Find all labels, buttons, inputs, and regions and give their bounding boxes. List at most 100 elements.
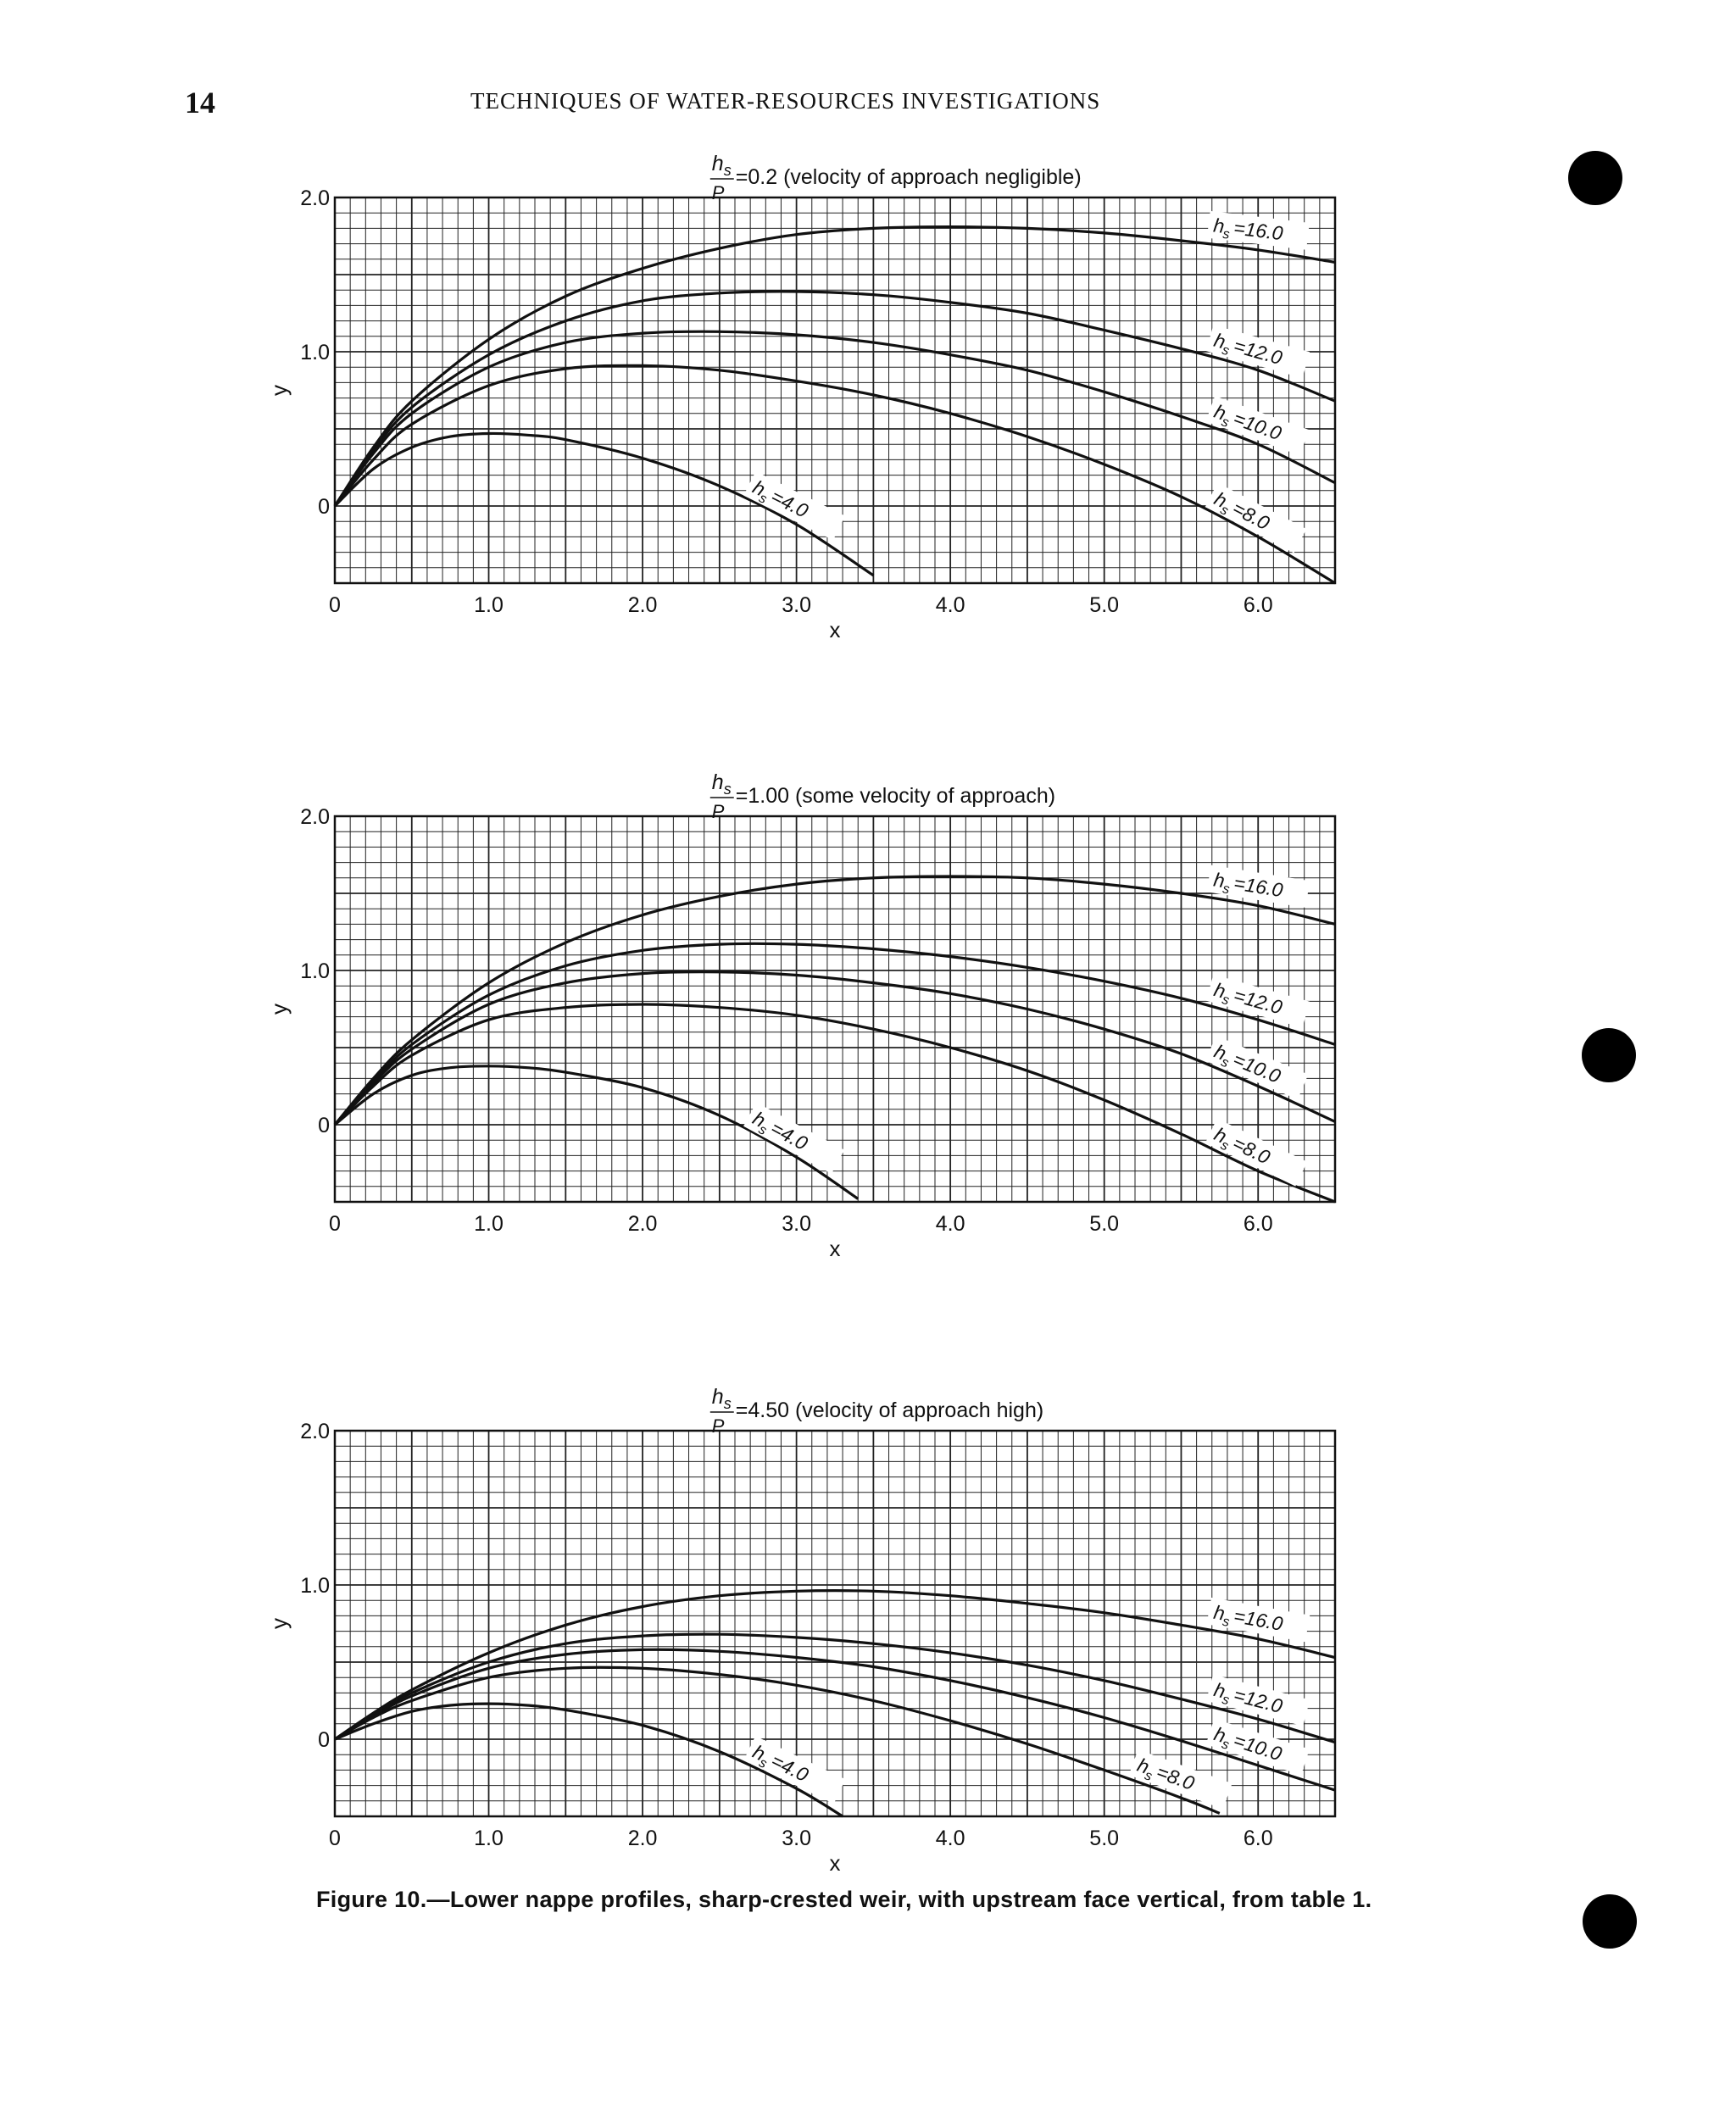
- series-label-bg: [1205, 974, 1310, 1028]
- grid: [334, 815, 1336, 1203]
- title-ratio-sub: s: [724, 781, 732, 798]
- series-line: [333, 330, 1336, 507]
- series-line: [334, 1702, 843, 1818]
- series-label-bg: [743, 1102, 845, 1174]
- plot-frame: [333, 815, 1337, 1204]
- y-tick-label: 0: [318, 495, 330, 519]
- x-axis-label: x: [830, 617, 841, 642]
- binder-hole: [1582, 1028, 1636, 1082]
- series-label-bg: [1206, 1597, 1310, 1643]
- x-tick-label: 1.0: [474, 593, 504, 617]
- y-axis-label: y: [266, 1618, 292, 1629]
- x-tick-label: 3.0: [782, 1212, 811, 1236]
- series-label: hs=8.0: [1205, 1118, 1308, 1187]
- series-label-bg: [1205, 396, 1310, 456]
- y-tick-label: 0: [318, 1114, 330, 1137]
- series-label-bg: [1205, 1674, 1310, 1727]
- x-tick-label: 1.0: [474, 1827, 504, 1850]
- x-tick-label: 0: [329, 1827, 341, 1850]
- y-tick-label: 1.0: [300, 341, 330, 364]
- title-ratio-sub: s: [724, 162, 732, 179]
- x-tick-label: 5.0: [1089, 593, 1119, 617]
- series-label-bg: [743, 470, 846, 541]
- y-axis-label: y: [266, 1004, 292, 1015]
- x-tick-label: 5.0: [1089, 1827, 1119, 1850]
- binder-hole: [1568, 151, 1622, 205]
- y-tick-label: 1.0: [300, 959, 330, 983]
- grid: [334, 1430, 1336, 1817]
- x-tick-label: 0: [329, 593, 341, 617]
- title-ratio-sub: s: [724, 1395, 732, 1412]
- series-line: [334, 1648, 1336, 1792]
- x-tick-label: 3.0: [782, 593, 811, 617]
- series-label: hs=8.0: [1128, 1749, 1232, 1810]
- series-line: [334, 1632, 1336, 1744]
- y-axis-label: y: [266, 385, 292, 396]
- title-ratio-h: h: [712, 152, 724, 175]
- x-tick-label: 6.0: [1244, 1212, 1273, 1236]
- x-tick-label: 2.0: [628, 1827, 658, 1850]
- series-line: [333, 431, 875, 577]
- figure-caption: Figure 10.—Lower nappe profiles, sharp-c…: [316, 1887, 1372, 1912]
- series-label-bg: [743, 1736, 846, 1804]
- chart-title: =1.00 (some velocity of approach): [736, 784, 1055, 808]
- series-label-sub: s: [1221, 1615, 1231, 1630]
- series-label-h: h: [1212, 1678, 1228, 1702]
- series-line: [333, 1003, 1336, 1204]
- series-label-sub: s: [1222, 227, 1231, 242]
- series-label: hs =16.0: [1206, 1597, 1310, 1643]
- nappe-chart-3: 0 1.0 2.0 3.0 4.0 5.0 6.0 0 1.0 2.0 x y h s P =4.50 (ve…: [254, 1373, 1373, 1899]
- y-tick-label: 1.0: [300, 1574, 330, 1598]
- title-ratio-h: h: [712, 770, 724, 794]
- x-tick-label: 2.0: [628, 593, 658, 617]
- series-label-bg: [1205, 1035, 1309, 1100]
- series-label: hs=8.0: [1205, 482, 1307, 553]
- x-tick-label: 6.0: [1244, 593, 1273, 617]
- series-label-bg: [1205, 1718, 1310, 1776]
- series-line: [333, 290, 1336, 507]
- series-label: hs =10.0: [1205, 396, 1310, 456]
- series-label-bg: [1205, 482, 1307, 553]
- title-ratio-den: P: [712, 801, 725, 822]
- series-line: [333, 875, 1336, 1126]
- series-label: hs =16.0: [1206, 865, 1310, 908]
- series-line: [334, 1589, 1336, 1741]
- series-label: hs =10.0: [1205, 1035, 1309, 1100]
- y-tick-label: 0: [318, 1728, 330, 1752]
- x-tick-label: 3.0: [782, 1827, 811, 1850]
- chart-title: =0.2 (velocity of approach negligible): [736, 165, 1082, 189]
- series-label-h: h: [1212, 869, 1227, 892]
- series-label-bg: [1205, 1118, 1308, 1187]
- x-tick-label: 5.0: [1089, 1212, 1119, 1236]
- series-line: [333, 1065, 860, 1200]
- y-tick-label: 2.0: [300, 1420, 330, 1443]
- y-tick-label: 2.0: [300, 805, 330, 829]
- nappe-chart-2: 0 1.0 2.0 3.0 4.0 5.0 6.0 0 1.0 2.0 x y h s P =1.00 (so…: [254, 759, 1373, 1284]
- title-ratio-den: P: [712, 182, 725, 203]
- x-tick-label: 4.0: [936, 1827, 965, 1850]
- series-label-bg: [1206, 210, 1310, 250]
- x-tick-label: 4.0: [936, 593, 965, 617]
- title-ratio-den: P: [712, 1415, 725, 1437]
- plot-frame: [333, 1429, 1337, 1818]
- series-label-sub: s: [1221, 881, 1231, 897]
- x-tick-label: 6.0: [1244, 1827, 1273, 1850]
- grid: [334, 197, 1336, 584]
- series-label-bg: [1205, 325, 1310, 379]
- page-number: 14: [185, 86, 215, 120]
- nappe-chart-1: 0 1.0 2.0 3.0 4.0 5.0 6.0 0 1.0 2.0 x y h s P =0.2 (vel…: [254, 140, 1373, 665]
- series-line: [333, 364, 1336, 585]
- series-label-bg: [1206, 865, 1310, 908]
- series-line: [334, 1665, 1221, 1815]
- title-ratio-h: h: [712, 1385, 724, 1409]
- x-tick-label: 4.0: [936, 1212, 965, 1236]
- plot-frame: [333, 196, 1337, 585]
- chart-title: =4.50 (velocity of approach high): [736, 1398, 1043, 1422]
- series-line: [333, 970, 1336, 1126]
- series-line: [333, 942, 1336, 1126]
- series-label-bg: [1128, 1749, 1232, 1810]
- series-label-h: h: [1212, 1601, 1227, 1625]
- series-label: hs =16.0: [1206, 210, 1310, 250]
